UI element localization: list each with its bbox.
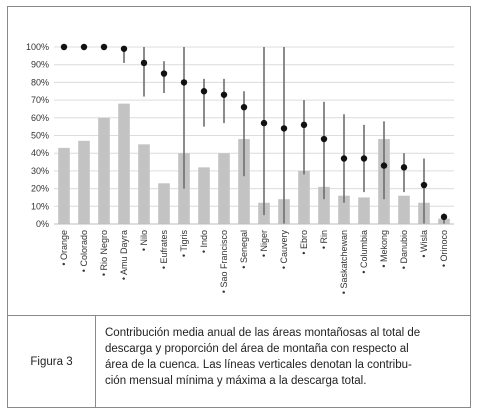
category-label: • Cauvery [279, 230, 289, 270]
data-point [120, 45, 128, 52]
data-point [280, 125, 288, 132]
category-label: • Tigris [179, 230, 189, 258]
y-tick-label: 70% [31, 95, 49, 105]
caption-row: Figura 3 Contribución media anual de las… [8, 316, 470, 407]
category-label: • Saskatchewan [339, 230, 349, 294]
caption-line: descarga y proporción del área de montañ… [105, 343, 409, 355]
data-point [140, 59, 148, 67]
y-tick-label: 10% [31, 201, 49, 211]
bar [218, 153, 230, 224]
bar [158, 183, 170, 224]
y-tick-label: 0% [36, 219, 49, 229]
chart-area: 100% 90% 80% 70% 60% 50% 40% 30% 20% 10% 0% • Orang… [8, 7, 470, 316]
category-label: • Wisla [419, 230, 429, 258]
data-point [320, 135, 328, 143]
category-label: • Columbia [359, 230, 369, 274]
bar [118, 103, 130, 224]
data-point [260, 119, 268, 127]
bar [238, 139, 250, 224]
bar [318, 186, 330, 224]
category-label: • Indo [199, 230, 209, 253]
data-point [240, 103, 248, 111]
y-tick-label: 100% [26, 42, 49, 52]
category-label: • Colorado [79, 230, 89, 272]
data-point [60, 43, 68, 51]
data-point [420, 181, 428, 189]
bar [298, 170, 310, 224]
bar [138, 144, 150, 224]
data-point [180, 79, 188, 86]
category-label: • Mekong [379, 230, 389, 268]
y-tick-label: 40% [31, 148, 49, 158]
caption-line: Contribución media anual de las áreas mo… [105, 327, 421, 339]
data-point [360, 155, 368, 162]
caption-text: Contribución media anual de las áreas mo… [105, 325, 463, 389]
data-point [80, 43, 88, 51]
y-tick-label: 60% [31, 113, 49, 123]
y-tick-label: 20% [31, 184, 49, 194]
category-label: • Sao Francisco [219, 230, 229, 293]
y-tick-label: 30% [31, 166, 49, 176]
category-label: • Danubio [399, 230, 409, 269]
category-label: • Ebro [299, 230, 309, 255]
bar [78, 140, 90, 224]
caption-line: área de la cuenca. Las líneas verticales… [105, 359, 412, 371]
y-tick-label: 80% [31, 77, 49, 87]
data-point [440, 213, 448, 221]
y-tick-label: 50% [31, 131, 49, 141]
category-label: • Rin [319, 230, 329, 249]
data-point [300, 121, 308, 129]
chart: 100% 90% 80% 70% 60% 50% 40% 30% 20% 10% 0% • Orang… [26, 42, 454, 294]
category-label: • Amu Dayra [119, 230, 129, 280]
category-label: • Orinoco [439, 230, 449, 267]
data-point [100, 43, 108, 51]
data-point [400, 164, 408, 171]
category-label: • Niger [259, 230, 269, 257]
category-label: • Rio Negro [99, 230, 109, 276]
caption-line: ción mensual mínima y máxima a la descar… [105, 375, 367, 387]
data-point [380, 162, 388, 169]
bar [358, 197, 370, 224]
figure-frame: 100% 90% 80% 70% 60% 50% 40% 30% 20% 10% 0% • Orang… [7, 6, 471, 408]
figure-label: Figura 3 [8, 316, 96, 407]
category-label: • Nilo [139, 230, 149, 251]
data-point [200, 88, 208, 95]
bar [398, 195, 410, 224]
category-label: • Orange [59, 230, 69, 266]
data-point [220, 91, 228, 98]
y-tick-label: 90% [31, 60, 49, 70]
category-label: • Eufrates [159, 230, 169, 270]
bar [198, 167, 210, 224]
bar [98, 117, 110, 224]
bar [58, 147, 70, 224]
data-point [160, 70, 168, 77]
category-label: • Senegal [239, 230, 249, 269]
data-point [340, 155, 348, 162]
bar [338, 195, 350, 224]
